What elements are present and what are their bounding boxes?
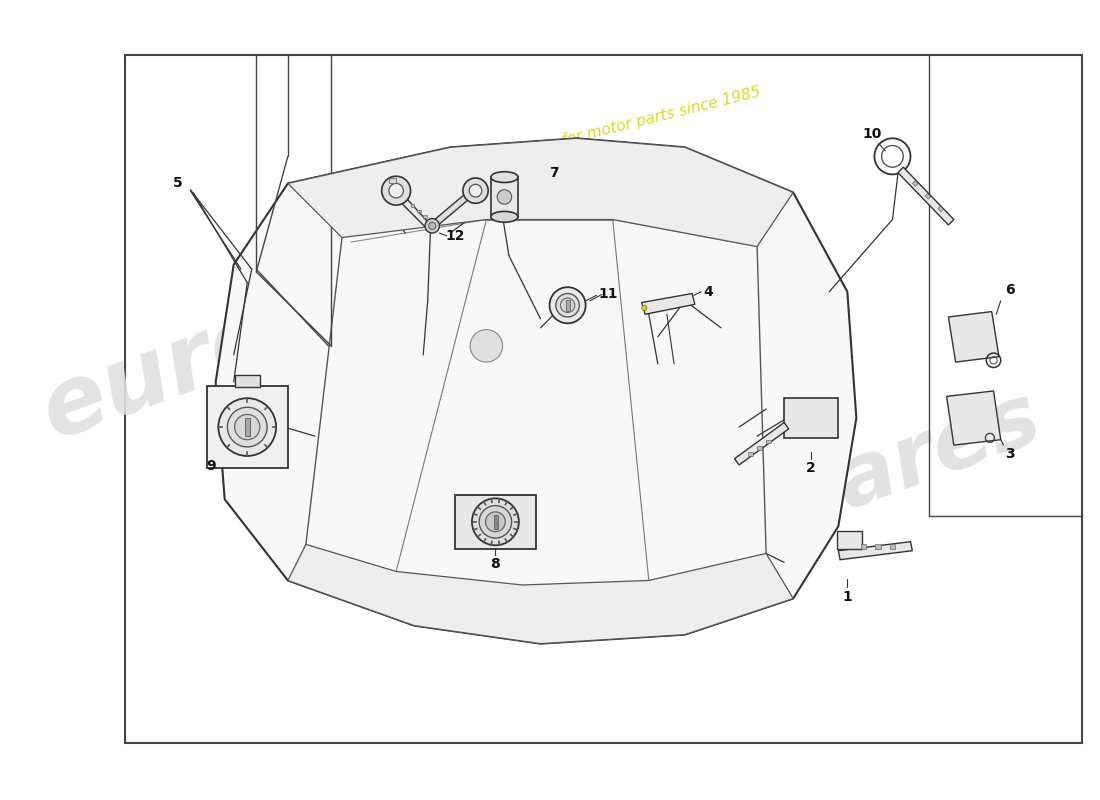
- Circle shape: [556, 294, 580, 317]
- Circle shape: [463, 178, 488, 203]
- Circle shape: [234, 414, 260, 440]
- Text: 3: 3: [1005, 447, 1014, 461]
- Polygon shape: [735, 422, 789, 465]
- Circle shape: [228, 407, 267, 447]
- Bar: [757, 446, 761, 450]
- Bar: [410, 204, 415, 207]
- Polygon shape: [641, 294, 695, 314]
- Bar: [890, 544, 895, 549]
- Polygon shape: [430, 194, 469, 229]
- Bar: [389, 178, 396, 182]
- Bar: [748, 452, 752, 456]
- Bar: [784, 398, 838, 438]
- Bar: [491, 177, 518, 217]
- Bar: [876, 544, 881, 549]
- Circle shape: [497, 190, 512, 204]
- Bar: [861, 544, 867, 549]
- Circle shape: [485, 512, 505, 532]
- Text: 5: 5: [173, 177, 183, 190]
- Text: 1: 1: [843, 590, 852, 604]
- Text: a passion for motor parts since 1985: a passion for motor parts since 1985: [485, 84, 762, 167]
- Polygon shape: [898, 167, 954, 225]
- Text: 11: 11: [598, 286, 618, 301]
- Circle shape: [389, 183, 404, 198]
- Ellipse shape: [480, 515, 510, 528]
- Bar: [766, 440, 771, 443]
- Text: 4: 4: [704, 285, 713, 298]
- Circle shape: [429, 222, 436, 230]
- Bar: [234, 374, 260, 387]
- Text: 6: 6: [1005, 283, 1014, 297]
- Bar: [244, 418, 250, 436]
- Circle shape: [480, 506, 512, 538]
- Circle shape: [219, 398, 276, 456]
- Polygon shape: [402, 197, 432, 232]
- Circle shape: [641, 306, 647, 310]
- Text: 9: 9: [207, 459, 216, 473]
- Bar: [417, 210, 420, 212]
- Polygon shape: [948, 311, 999, 362]
- Circle shape: [470, 330, 503, 362]
- Text: 2: 2: [806, 461, 816, 474]
- Polygon shape: [216, 138, 857, 644]
- Circle shape: [470, 184, 482, 197]
- Bar: [424, 215, 427, 218]
- Bar: [913, 181, 918, 186]
- Bar: [207, 386, 288, 468]
- Bar: [494, 514, 498, 529]
- Ellipse shape: [491, 172, 518, 182]
- Bar: [565, 300, 570, 310]
- Polygon shape: [947, 391, 1001, 445]
- Text: 12: 12: [446, 229, 464, 242]
- Polygon shape: [288, 544, 793, 644]
- Bar: [925, 194, 931, 199]
- Bar: [937, 206, 944, 212]
- Polygon shape: [838, 542, 912, 560]
- Text: 8: 8: [491, 558, 501, 571]
- Ellipse shape: [491, 211, 518, 222]
- Circle shape: [472, 498, 519, 546]
- Circle shape: [425, 218, 440, 233]
- Text: 7: 7: [549, 166, 559, 179]
- Polygon shape: [288, 138, 793, 246]
- Circle shape: [560, 298, 575, 313]
- Text: eurospares: eurospares: [30, 168, 623, 458]
- Bar: [454, 494, 536, 549]
- Circle shape: [550, 287, 585, 323]
- Bar: [836, 531, 861, 549]
- Text: eurospares: eurospares: [513, 376, 1053, 640]
- Text: 10: 10: [862, 126, 882, 141]
- Circle shape: [382, 176, 410, 205]
